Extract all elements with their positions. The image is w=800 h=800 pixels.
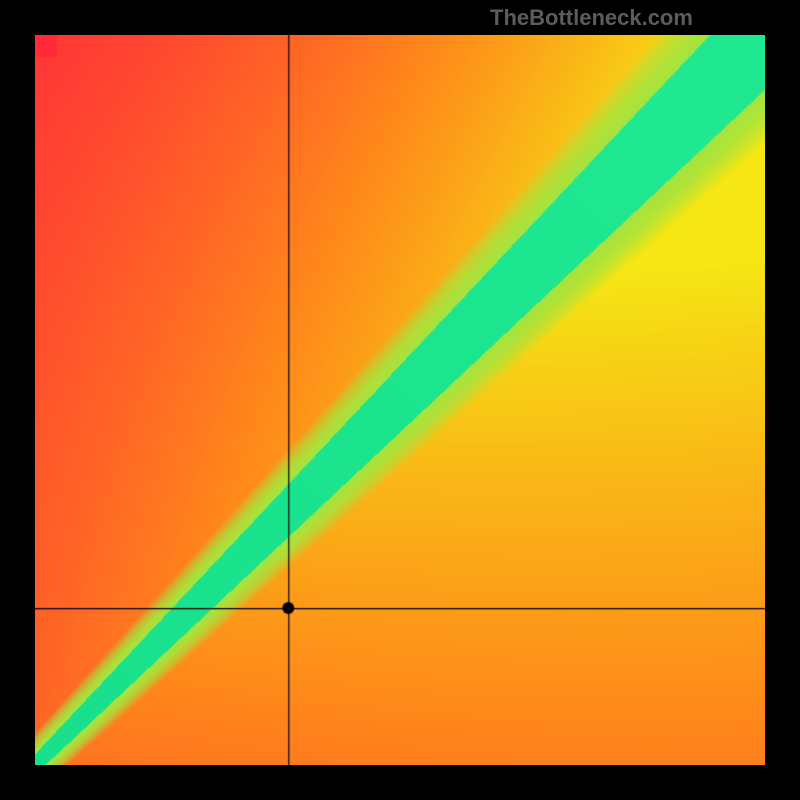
bottleneck-heatmap xyxy=(35,35,765,765)
attribution-label: TheBottleneck.com xyxy=(490,5,693,31)
plot-frame xyxy=(35,35,765,765)
